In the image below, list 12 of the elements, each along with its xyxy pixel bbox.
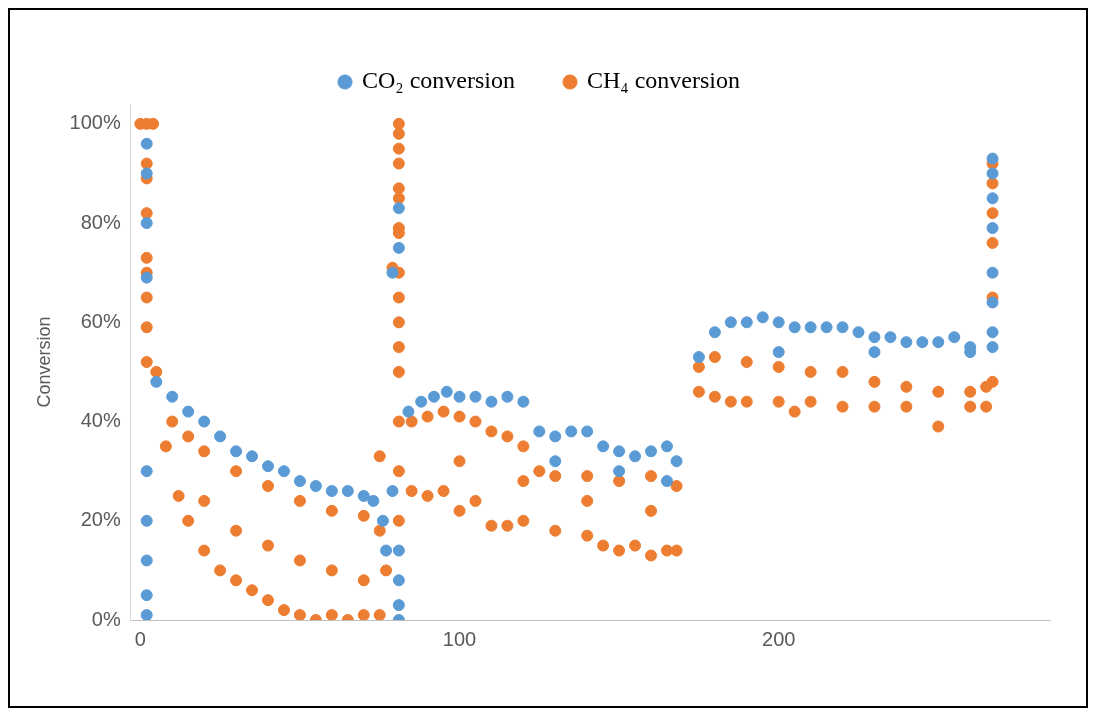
legend-label: CH₄ conversion bbox=[587, 67, 741, 94]
y-tick-label: 20% bbox=[80, 508, 121, 531]
y-tick-label: 80% bbox=[80, 210, 121, 233]
x-tick-label: 200 bbox=[762, 627, 796, 650]
y-axis-title: Conversion bbox=[33, 316, 54, 408]
y-tick-label: 0% bbox=[91, 607, 121, 630]
x-tick-label: 100 bbox=[442, 627, 477, 650]
y-tick-label: 60% bbox=[80, 309, 121, 332]
x-tick-label: 0 bbox=[134, 627, 146, 650]
legend-label: CO₂ conversion bbox=[361, 67, 515, 94]
y-tick-label: 40% bbox=[80, 409, 121, 432]
y-tick-label: 100% bbox=[69, 111, 121, 134]
